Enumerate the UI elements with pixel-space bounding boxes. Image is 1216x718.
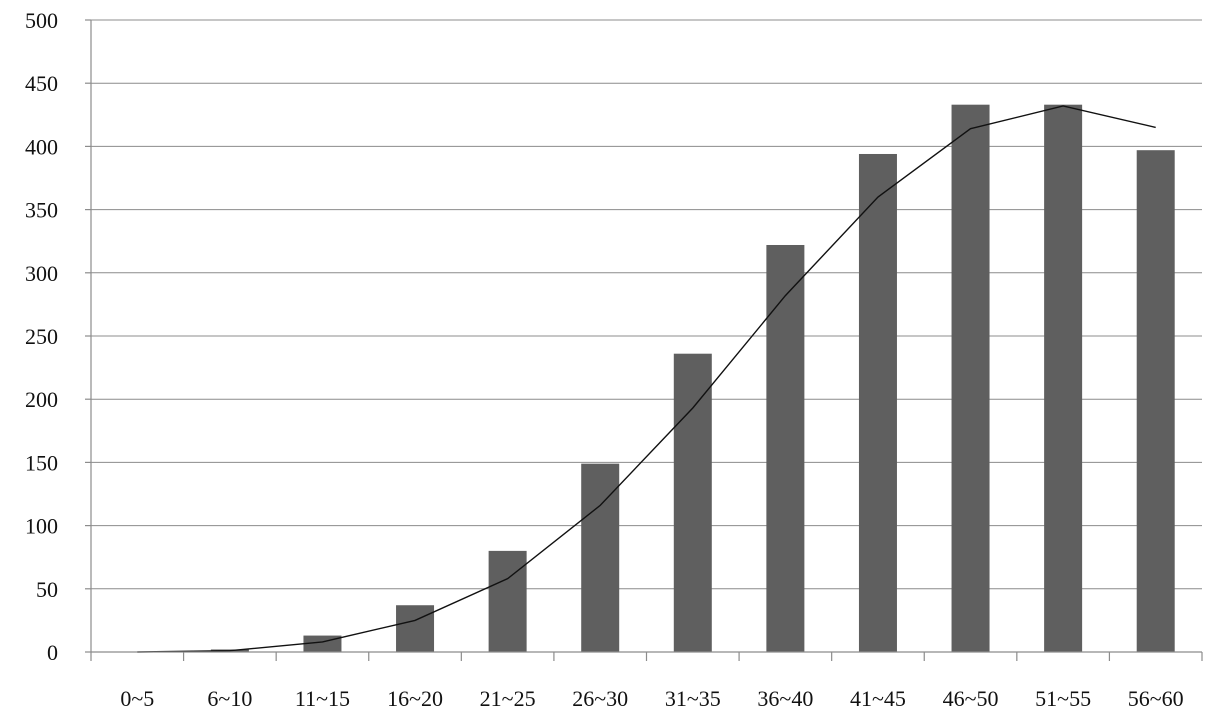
x-tick-label: 0~5: [120, 686, 154, 711]
x-tick-label: 46~50: [943, 686, 999, 711]
bar-36~40: [766, 244, 805, 652]
x-tick-labels: 0~5 6~10 11~15 16~20 21~25 26~30 31~35 36~40 41~…: [120, 686, 1183, 711]
y-tick-label: 500: [25, 8, 58, 33]
y-tick-label: 450: [25, 71, 58, 96]
bars: [210, 104, 1175, 653]
y-tick-label: 150: [25, 450, 58, 475]
x-tick-label: 16~20: [387, 686, 443, 711]
y-tick-label: 400: [25, 134, 58, 159]
y-tick-label: 50: [36, 577, 58, 602]
y-tick-label: 200: [25, 387, 58, 412]
bar-51~55: [1044, 104, 1083, 653]
x-tick-label: 56~60: [1128, 686, 1184, 711]
x-tick-label: 41~45: [850, 686, 906, 711]
x-tick-label: 36~40: [757, 686, 813, 711]
y-tick-label: 250: [25, 324, 58, 349]
x-tick-label: 31~35: [665, 686, 721, 711]
y-tick-label: 100: [25, 514, 58, 539]
x-tick-label: 26~30: [572, 686, 628, 711]
y-tick-label: 350: [25, 198, 58, 223]
bar-31~35: [673, 353, 712, 652]
x-tick-label: 21~25: [480, 686, 536, 711]
axes: [85, 19, 1203, 661]
bar-46~50: [951, 104, 990, 653]
y-tick-label: 0: [47, 640, 58, 665]
x-tick-label: 11~15: [295, 686, 350, 711]
x-tick-label: 51~55: [1035, 686, 1091, 711]
x-tick-label: 6~10: [207, 686, 252, 711]
bar-16~20: [396, 605, 435, 652]
y-tick-labels: 0 50 100 150 200 250 300 350 400 450 500: [25, 8, 58, 665]
trend-line: [137, 105, 1156, 653]
gridlines: [91, 19, 1202, 590]
bar-56~60: [1136, 150, 1175, 652]
bar-41~45: [858, 153, 897, 652]
bar-21~25: [488, 550, 527, 652]
bar-26~30: [581, 463, 620, 652]
y-tick-label: 300: [25, 261, 58, 286]
trend-line-layer: [137, 105, 1156, 653]
